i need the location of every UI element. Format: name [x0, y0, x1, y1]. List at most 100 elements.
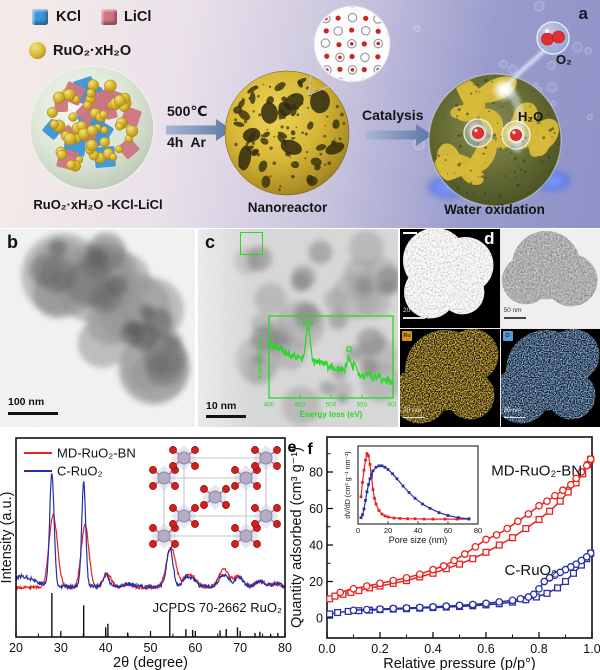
o-map-tile: O 20 nm: [500, 328, 600, 428]
tem-scalebar-label: 50 nm: [503, 307, 522, 314]
mini-scale-mark: [403, 232, 417, 234]
panel-b-tem: b 100 nm: [0, 229, 195, 427]
panel-a-art: [0, 0, 600, 228]
haadf-scalebar: [403, 317, 425, 319]
svg-text:0.0: 0.0: [318, 642, 335, 656]
svg-text:0.6: 0.6: [477, 642, 494, 656]
nanoreactor-label: Nanoreactor: [247, 200, 328, 215]
svg-text:0: 0: [316, 612, 323, 626]
ru-map-tile: Ru 20 nm: [400, 328, 500, 427]
xrd-svg: 20 30 40 50 60 70 80 2θ (degree) Intensity (a.u.…: [0, 437, 297, 670]
svg-text:60: 60: [309, 502, 323, 516]
licl-cube-icon: [101, 9, 117, 25]
o-element-chip: O: [502, 330, 513, 341]
svg-text:1.0: 1.0: [583, 642, 600, 656]
o-scalebar-label: 20 nm: [503, 406, 522, 414]
svg-text:20: 20: [9, 641, 23, 655]
ru-scalebar: [403, 416, 425, 418]
panel-a-schematic: KCl LiCl RuO₂·xH₂O RuO₂·xH₂O -KCl-LiCl 5…: [0, 0, 600, 228]
svg-text:70: 70: [233, 641, 247, 655]
catalysis-label: Catalysis: [362, 107, 424, 123]
haadf-art: [400, 229, 500, 328]
svg-text:30: 30: [54, 641, 68, 655]
panel-b-letter: b: [7, 232, 18, 252]
panel-d-eds-maps: d 20 nm 50 nm Ru 20 nm O 20 nm: [400, 229, 600, 427]
haadf-scalebar-label: 20 nm: [403, 307, 422, 314]
svg-text:60: 60: [188, 641, 202, 655]
o-map-art: [500, 329, 600, 428]
pore-size-inset: 0 20 40 60 80 Pore size (nm) dV/dD (cm³ g⁻¹ nm…: [345, 445, 482, 545]
tem-art: [500, 229, 600, 328]
arrow1-time-label: 4h Ar: [167, 134, 206, 150]
eels-curve: [268, 325, 394, 386]
svg-text:40: 40: [309, 539, 323, 553]
ruo2-sphere-icon: [29, 42, 46, 59]
svg-text:40: 40: [99, 641, 113, 655]
panel-c-scalebar-label: 10 nm: [206, 400, 237, 412]
svg-text:50: 50: [144, 641, 158, 655]
panel-f-chart: 0.0 0.2 0.4 0.6 0.8 1.0 0 20 40 60 80 Relative pres…: [289, 430, 600, 670]
tile-svg-3: [500, 329, 600, 426]
svg-text:dV/dD (cm³ g⁻¹ nm⁻¹): dV/dD (cm³ g⁻¹ nm⁻¹): [345, 451, 352, 518]
svg-text:20: 20: [309, 575, 323, 589]
ru-element-chip: Ru: [402, 330, 412, 341]
svg-text:80: 80: [278, 641, 292, 655]
precursor-label: RuO₂·xH₂O -KCl-LiCl: [33, 197, 163, 212]
eels-svg: 400 450 500 550 600 Energy loss (eV) Intensity…: [257, 315, 399, 419]
water-oxidation-label: Water oxidation: [444, 202, 545, 217]
xrd-curve-1: [15, 473, 286, 591]
panel-b-tem-art: [0, 229, 195, 427]
arrow1-temperature-label: 500℃: [167, 103, 208, 119]
panel-e-chart: 20 30 40 50 60 70 80 2θ (degree) Intensity (a.u.…: [0, 430, 300, 670]
svg-text:500: 500: [326, 402, 337, 409]
svg-text:20: 20: [384, 526, 392, 535]
svg-text:Quantity adsorbed (cm³ g⁻¹): Quantity adsorbed (cm³ g⁻¹): [290, 447, 305, 628]
svg-text:40: 40: [414, 526, 422, 535]
panel-f-isotherm-chart: 0.0 0.2 0.4 0.6 0.8 1.0 0 20 40 60 80 Relative pres…: [289, 430, 600, 670]
tem-c-svg: [198, 229, 404, 427]
panel-b-scalebar: [8, 412, 58, 415]
svg-text:Energy loss (eV): Energy loss (eV): [300, 410, 363, 419]
tile-svg-2: [400, 329, 500, 426]
svg-text:MD-RuO₂-BN: MD-RuO₂-BN: [57, 446, 136, 461]
svg-text:Relative pressure (p/p°): Relative pressure (p/p°): [383, 656, 535, 670]
panel-e-xrd-chart: 20 30 40 50 60 70 80 2θ (degree) Intensity (a.u.…: [0, 430, 300, 670]
svg-text:f: f: [307, 441, 313, 458]
svg-text:600: 600: [388, 402, 396, 409]
svg-text:80: 80: [474, 526, 482, 535]
svg-text:C-RuO₂: C-RuO₂: [505, 562, 558, 579]
svg-text:2θ (degree): 2θ (degree): [113, 655, 188, 670]
svg-text:Intensity (a.u.): Intensity (a.u.): [0, 492, 15, 584]
svg-text:Intensity (a.u.): Intensity (a.u.): [257, 335, 264, 379]
panel-c-tem-art: [198, 229, 404, 427]
svg-text:450: 450: [295, 402, 306, 409]
svg-text:Pore size (nm): Pore size (nm): [389, 535, 448, 545]
kcl-cube-icon: [32, 9, 48, 25]
region-marker-box: [240, 232, 263, 255]
panel-d-letter: d: [484, 229, 495, 248]
crystal-structure-inset: [149, 445, 281, 549]
h2o-label: H₂O: [518, 109, 544, 124]
isotherm-svg: 0.0 0.2 0.4 0.6 0.8 1.0 0 20 40 60 80 Relative pres…: [289, 436, 600, 670]
eels-spectrum-inset: 400 450 500 550 600 Energy loss (eV) Intensity…: [254, 313, 399, 423]
o-scalebar: [503, 416, 526, 418]
svg-text:400: 400: [264, 402, 275, 409]
kcl-label: KCl: [56, 9, 81, 25]
panel-c-hrtem: 400 450 500 550 600 Energy loss (eV) Intensity…: [198, 229, 404, 427]
panel-a-letter: a: [578, 4, 588, 23]
ru-scalebar-label: 20 nm: [403, 406, 422, 414]
haadf-tile: d 20 nm: [400, 229, 500, 328]
panel-b-scalebar-label: 100 nm: [8, 396, 45, 408]
svg-text:550: 550: [357, 402, 368, 409]
svg-text:C-RuO₂: C-RuO₂: [57, 464, 103, 479]
svg-text:MD-RuO₂-BN: MD-RuO₂-BN: [491, 463, 582, 480]
tem-tile: 50 nm: [500, 229, 600, 328]
svg-text:0: 0: [356, 526, 360, 535]
tile-svg-1: [500, 230, 600, 327]
svg-text:0.8: 0.8: [530, 642, 547, 656]
tile-svg-0: [400, 230, 500, 327]
svg-text:JCPDS 70-2662 RuO₂: JCPDS 70-2662 RuO₂: [153, 600, 282, 615]
licl-label: LiCl: [124, 9, 152, 25]
svg-text:0.2: 0.2: [371, 642, 388, 656]
